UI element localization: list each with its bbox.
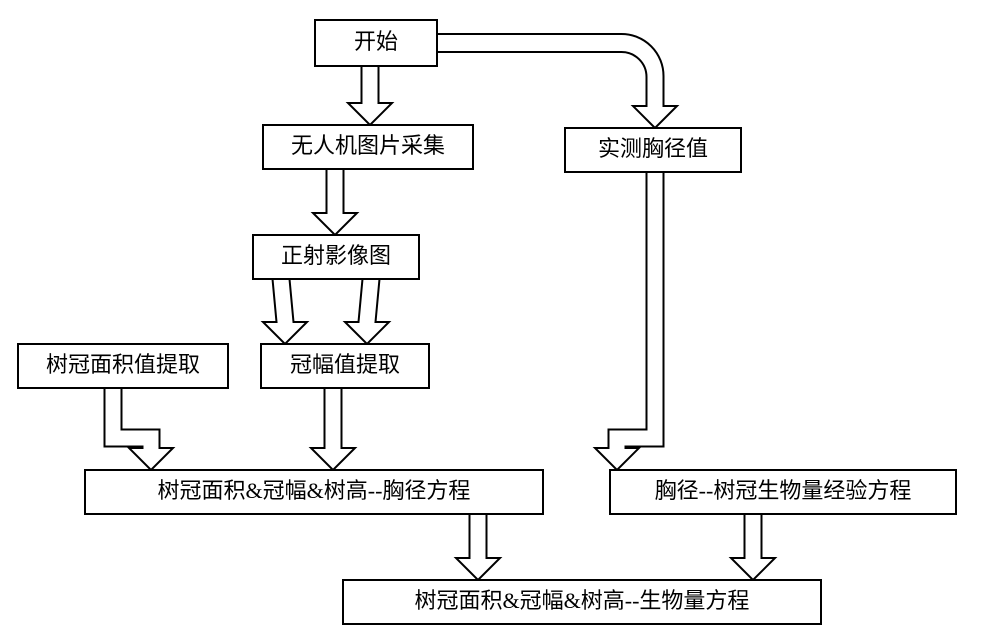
node-ortho: 正射影像图 (253, 235, 419, 279)
node-finalEq-label: 树冠面积&冠幅&树高--生物量方程 (415, 588, 750, 613)
node-dbhEq-label: 树冠面积&冠幅&树高--胸径方程 (158, 478, 471, 503)
arrow-elbow (595, 172, 664, 470)
node-start: 开始 (315, 20, 437, 66)
node-crownWidth-label: 冠幅值提取 (290, 352, 400, 377)
node-crownWidth: 冠幅值提取 (261, 344, 429, 388)
node-crownArea-label: 树冠面积值提取 (46, 352, 200, 377)
arrow (348, 66, 392, 125)
node-dbh-label: 实测胸径值 (598, 136, 708, 161)
node-uav: 无人机图片采集 (263, 125, 473, 169)
arrow-start-to-dbh (437, 34, 677, 128)
arrow (263, 279, 307, 344)
node-crownArea: 树冠面积值提取 (18, 344, 228, 388)
arrow (345, 279, 389, 344)
arrow (456, 514, 500, 580)
node-dbh: 实测胸径值 (565, 128, 741, 172)
arrow-elbow (105, 388, 174, 470)
node-dbhEq: 树冠面积&冠幅&树高--胸径方程 (85, 470, 543, 514)
node-biomassEq: 胸径--树冠生物量经验方程 (610, 470, 956, 514)
arrow (731, 514, 775, 580)
arrow (313, 169, 357, 235)
arrow (311, 388, 355, 470)
node-uav-label: 无人机图片采集 (291, 133, 445, 158)
node-start-label: 开始 (354, 29, 398, 54)
node-ortho-label: 正射影像图 (281, 243, 391, 268)
node-finalEq: 树冠面积&冠幅&树高--生物量方程 (343, 580, 821, 624)
node-biomassEq-label: 胸径--树冠生物量经验方程 (655, 478, 912, 503)
